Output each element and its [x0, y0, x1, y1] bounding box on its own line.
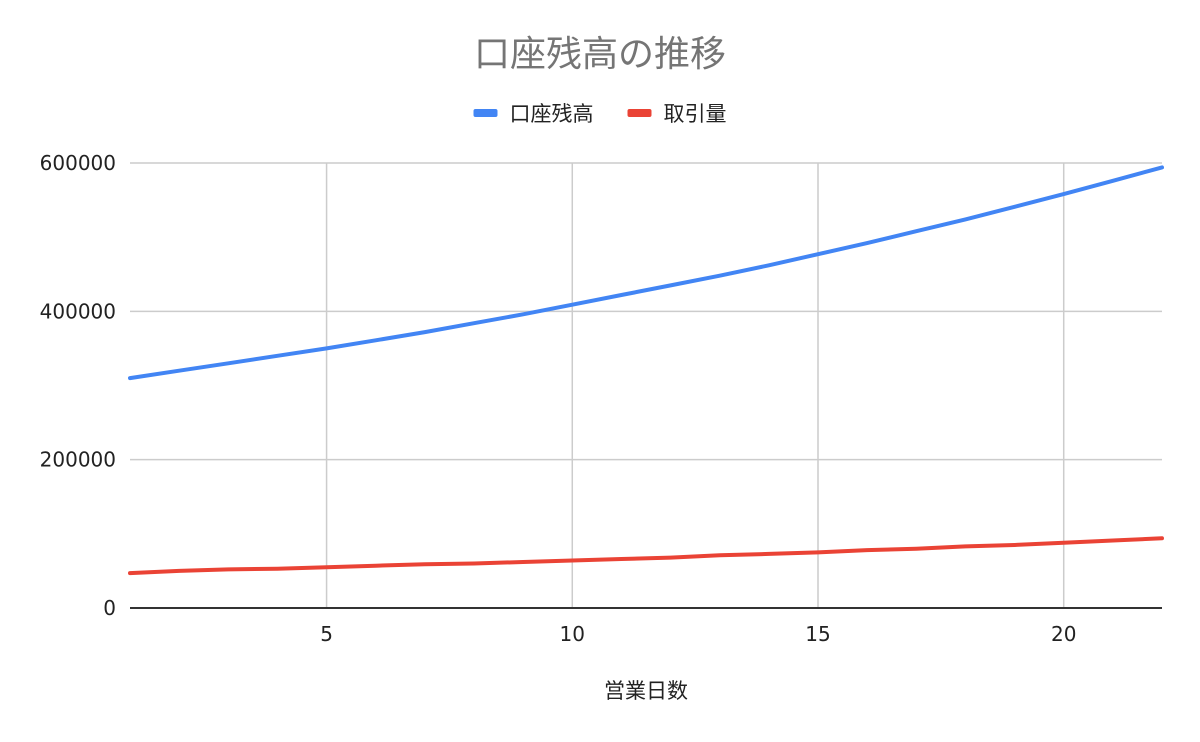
chart-title: 口座残高の推移: [474, 34, 726, 75]
legend-swatch-2: [627, 109, 652, 117]
legend: 口座残高 取引量: [473, 102, 727, 126]
horizontal-gridlines: [130, 162, 1162, 461]
y-tick-label: 0: [103, 596, 116, 620]
legend-label: 取引量: [664, 102, 727, 126]
series-lines: [128, 165, 1164, 576]
x-tick-label: 5: [320, 622, 333, 646]
x-axis-tick-labels: 5 10 15 20: [320, 622, 1076, 646]
y-tick-label: 400000: [40, 299, 116, 323]
x-tick-label: 15: [805, 622, 830, 646]
legend-label: 口座残高: [510, 102, 594, 126]
series-line-1: [128, 165, 1164, 381]
x-tick-label: 20: [1051, 622, 1076, 646]
x-axis-title: 営業日数: [604, 679, 688, 703]
y-tick-label: 200000: [40, 448, 116, 472]
series-line-2: [128, 536, 1164, 576]
y-tick-label: 600000: [40, 151, 116, 175]
y-axis-tick-labels: 0 200000 400000 600000: [40, 151, 116, 620]
legend-swatch-1: [473, 109, 498, 117]
vertical-gridlines: [325, 163, 1065, 608]
x-tick-label: 10: [560, 622, 585, 646]
